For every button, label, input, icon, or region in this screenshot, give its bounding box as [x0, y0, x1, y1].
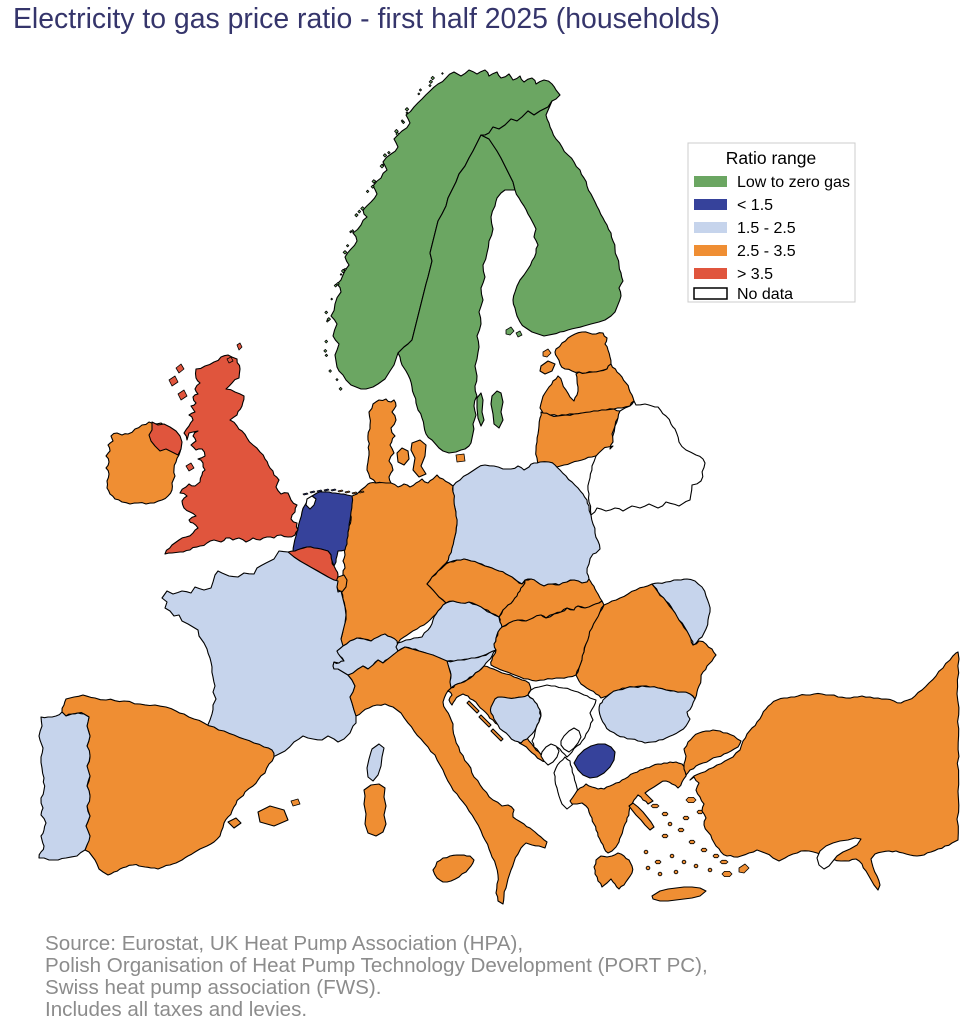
svg-text:Swiss heat pump association (F: Swiss heat pump association (FWS). — [45, 976, 381, 999]
svg-text:Source: Eurostat, UK Heat Pump: Source: Eurostat, UK Heat Pump Associati… — [45, 932, 523, 955]
svg-text:Electricity to gas price ratio: Electricity to gas price ratio - first h… — [13, 3, 720, 35]
svg-text:Polish Organisation of Heat Pu: Polish Organisation of Heat Pump Technol… — [45, 954, 708, 977]
svg-text:< 1.5: < 1.5 — [737, 197, 773, 214]
svg-text:1.5 - 2.5: 1.5 - 2.5 — [737, 220, 796, 237]
svg-text:No data: No data — [737, 286, 793, 303]
svg-text:Low to zero gas: Low to zero gas — [737, 174, 850, 191]
svg-text:Includes all taxes and levies.: Includes all taxes and levies. — [45, 998, 307, 1021]
svg-text:2.5 - 3.5: 2.5 - 3.5 — [737, 243, 796, 260]
svg-text:> 3.5: > 3.5 — [737, 266, 773, 283]
svg-text:Ratio range: Ratio range — [726, 148, 816, 168]
